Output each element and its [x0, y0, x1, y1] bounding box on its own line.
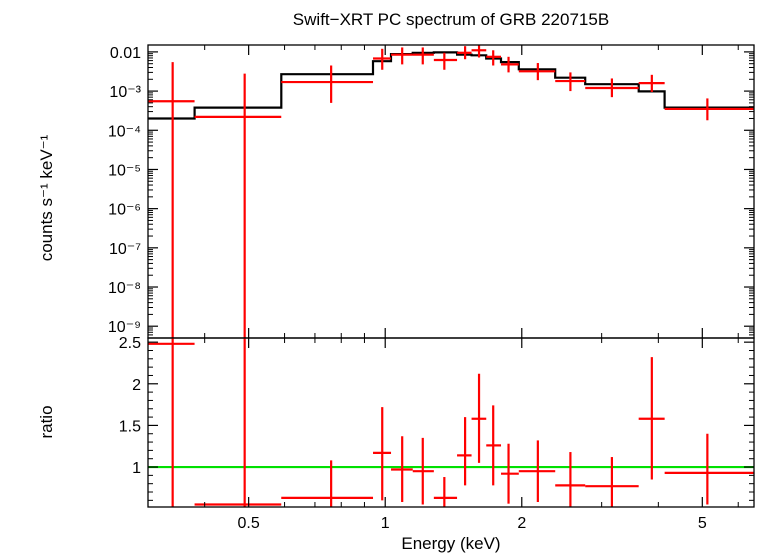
spectrum-point-6: [433, 52, 458, 70]
ratio-frame: [147, 337, 755, 508]
chart-title: Swift−XRT PC spectrum of GRB 220715B: [293, 10, 609, 29]
spectrum-point-5: [412, 47, 434, 65]
spectrum-point-1: [194, 73, 282, 338]
model-curve-path: [148, 51, 754, 120]
spectrum-point-8: [471, 45, 487, 58]
ratio-y-tick-label: 2: [132, 377, 141, 394]
spectrum-panel: 0.01 10⁻³ 10⁻⁴ 10⁻⁵ 10⁻⁶ 10⁻⁷ 10⁻⁸ 10⁻⁹: [108, 44, 755, 339]
ratio-point-5: [412, 437, 434, 505]
x-tick-label: 0.5: [238, 515, 260, 532]
ratio-ticks: 0.5 1 2 5 2.5 2 1.5 1: [119, 335, 754, 532]
spectrum-y-tick-label: 10⁻⁶: [108, 202, 141, 219]
spectrum-y-tick-label: 10⁻³: [109, 84, 141, 101]
spectrum-y-tick-label: 10⁻⁸: [108, 280, 141, 297]
ratio-y-tick-label: 1: [132, 460, 141, 477]
spectrum-point-14: [638, 74, 665, 92]
data-points-spectrum: [148, 45, 754, 338]
ratio-point-13: [585, 457, 639, 507]
spectrum-point-9: [486, 50, 502, 66]
spectrum-ticks: 0.01 10⁻³ 10⁻⁴ 10⁻⁵ 10⁻⁶ 10⁻⁷ 10⁻⁸ 10⁻⁹: [108, 45, 754, 339]
ratio-point-15: [664, 433, 754, 505]
x-tick-label: 5: [698, 515, 707, 532]
spectrum-y-tick-label: 10⁻⁴: [108, 123, 141, 140]
spectrum-point-11: [518, 63, 556, 81]
spectrum-point-4: [391, 47, 413, 65]
spectrum-point-10: [501, 56, 519, 73]
spectrum-point-2: [281, 65, 374, 103]
spectrum-point-12: [555, 72, 586, 92]
ratio-y-axis-label: ratio: [37, 405, 56, 438]
model-step-curve: [148, 51, 754, 120]
ratio-point-1: [194, 338, 282, 507]
ratio-panel: 0.5 1 2 5 2.5 2 1.5 1: [119, 335, 755, 532]
ratio-point-9: [486, 405, 502, 486]
ratio-point-12: [555, 452, 586, 507]
spectrum-y-axis-label: counts s⁻¹ keV⁻¹: [37, 134, 56, 261]
spectrum-y-tick-label: 0.01: [110, 45, 141, 62]
ratio-point-6: [433, 477, 458, 507]
spectrum-y-tick-label: 10⁻⁷: [109, 241, 141, 258]
ratio-point-0: [148, 338, 195, 507]
spectrum-y-tick-label: 10⁻⁹: [108, 319, 141, 336]
spectrum-frame: [147, 44, 755, 339]
ratio-y-tick-label: 2.5: [119, 335, 141, 352]
x-tick-label: 1: [381, 515, 390, 532]
data-points-ratio: [148, 338, 754, 507]
ratio-point-14: [638, 357, 665, 480]
spectrum-point-7: [457, 46, 472, 60]
spectrum-point-15: [664, 98, 754, 121]
spectrum-y-tick-label: 10⁻⁵: [108, 162, 141, 179]
ratio-point-11: [518, 440, 556, 503]
ratio-point-2: [281, 460, 374, 507]
x-axis-label: Energy (keV): [401, 534, 500, 553]
ratio-point-8: [471, 373, 487, 463]
spectrum-point-13: [585, 78, 639, 98]
spectrum-point-0: [148, 62, 195, 338]
ratio-point-3: [373, 407, 392, 501]
ratio-y-tick-label: 1.5: [119, 418, 141, 435]
ratio-point-10: [501, 443, 519, 504]
ratio-point-4: [391, 436, 413, 503]
x-tick-label: 2: [517, 515, 526, 532]
ratio-point-7: [457, 417, 472, 486]
spectrum-point-3: [373, 48, 392, 70]
